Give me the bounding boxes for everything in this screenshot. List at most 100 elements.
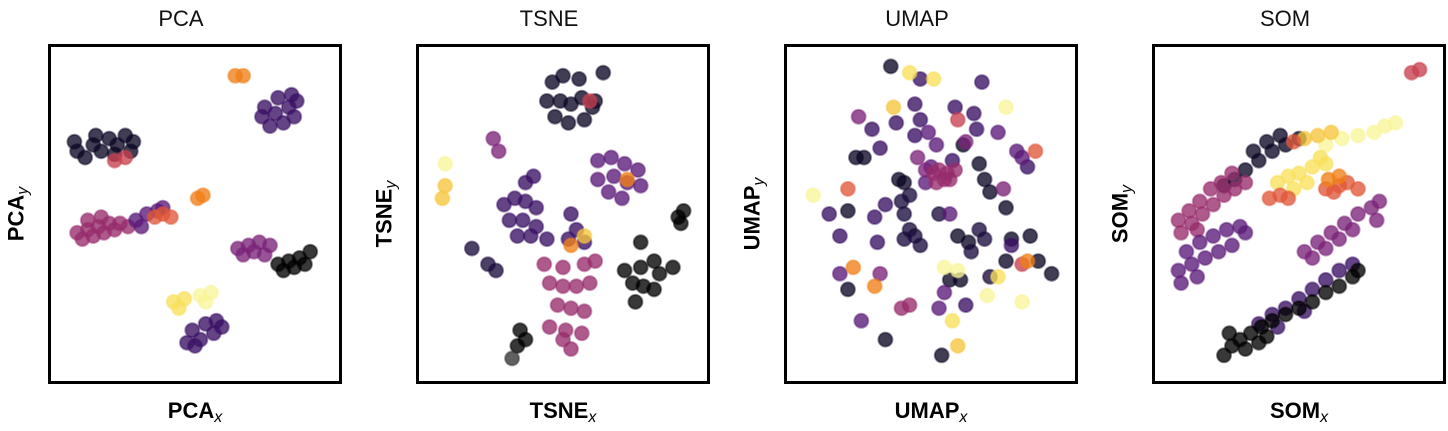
- scatter-point: [941, 206, 958, 222]
- scatter-point: [1205, 228, 1222, 244]
- scatter-point: [995, 180, 1012, 197]
- plot-area: [48, 44, 342, 384]
- scatter-point: [1299, 174, 1315, 191]
- scatter-point: [853, 312, 870, 329]
- scatter-point: [1183, 256, 1200, 273]
- scatter-point: [267, 105, 284, 122]
- scatter-point: [1022, 228, 1039, 244]
- scatter-point: [501, 212, 518, 229]
- scatter-point: [547, 108, 563, 125]
- scatter-svg: [66, 67, 319, 354]
- scatter-point: [563, 206, 579, 222]
- scatter-point: [270, 89, 287, 106]
- scatter-point: [1202, 180, 1219, 197]
- scatter-point: [1291, 165, 1307, 182]
- scatter-point: [1317, 155, 1334, 172]
- scatter-point: [235, 67, 252, 84]
- scatter-point: [1191, 234, 1208, 251]
- scatter-point: [1304, 158, 1321, 175]
- scatter-point: [605, 168, 622, 185]
- scatter-point: [434, 190, 451, 207]
- x-axis-label-main: UMAP: [894, 398, 960, 423]
- scatter-point: [488, 262, 504, 279]
- scatter-point: [1218, 221, 1235, 238]
- scatter-point: [882, 58, 899, 75]
- scatter-point: [1350, 262, 1366, 279]
- scatter-point: [581, 93, 598, 109]
- scatter-point: [957, 297, 974, 314]
- scatter-point: [1280, 190, 1297, 207]
- scatter-point: [1226, 180, 1243, 197]
- scatter-point: [963, 243, 980, 260]
- y-axis-label: UMAPy: [740, 178, 769, 251]
- scatter-point: [949, 337, 966, 354]
- scatter-point: [576, 228, 593, 244]
- scatter-point: [302, 243, 319, 260]
- x-axis-label-main: TSNE: [529, 398, 589, 423]
- scatter-point: [928, 136, 945, 153]
- scatter-point: [888, 114, 905, 131]
- scatter-point: [839, 180, 856, 197]
- scatter-point: [990, 268, 1006, 285]
- scatter-point: [866, 209, 883, 226]
- scatter-point: [1181, 202, 1198, 219]
- scatter-point: [536, 256, 553, 273]
- scatter-point: [528, 199, 545, 216]
- scatter-point: [901, 297, 918, 314]
- scatter-point: [184, 322, 201, 339]
- scatter-point: [187, 337, 203, 354]
- scatter-point: [1213, 174, 1230, 191]
- scatter-point: [576, 111, 593, 128]
- scatter-point: [1331, 168, 1348, 185]
- y-axis-label: SOMy: [1108, 185, 1137, 243]
- scatter-point: [664, 259, 681, 276]
- y-axis-label-main: SOM: [1107, 192, 1133, 244]
- scatter-point: [998, 99, 1014, 116]
- scatter-point: [1317, 136, 1334, 153]
- scatter-point: [896, 174, 913, 191]
- scatter-point: [1224, 165, 1240, 182]
- scatter-point: [538, 231, 555, 248]
- scatter-point: [614, 190, 630, 207]
- scatter-point: [821, 206, 838, 222]
- x-axis-label-subscript: x: [588, 409, 597, 426]
- scatter-point: [990, 124, 1006, 141]
- y-axis-label-subscript: y: [750, 177, 768, 186]
- scatter-point: [906, 127, 923, 144]
- scatter-point: [571, 71, 588, 87]
- scatter-point: [968, 121, 985, 138]
- scatter-point: [522, 228, 539, 244]
- scatter-point: [1344, 221, 1361, 238]
- scatter-point: [437, 155, 454, 172]
- scatter-point: [906, 96, 923, 113]
- scatter-svg: [805, 58, 1060, 364]
- scatter-point: [286, 108, 303, 125]
- scatter-point: [885, 99, 902, 116]
- scatter-point: [909, 149, 926, 166]
- chart-title: PCA: [158, 6, 204, 31]
- scatter-point: [133, 218, 150, 235]
- scatter-point: [603, 149, 620, 166]
- scatter-point: [1170, 262, 1187, 279]
- scatter-point: [170, 300, 187, 317]
- scatter-point: [563, 96, 579, 113]
- scatter-point: [931, 300, 947, 317]
- x-axis-label-subscript: x: [959, 409, 968, 426]
- scatter-point: [947, 99, 964, 116]
- scatter-point: [79, 212, 96, 229]
- scatter-point: [555, 67, 571, 84]
- scatter-point: [869, 234, 886, 251]
- scatter-point: [1191, 193, 1208, 210]
- scatter-point: [1309, 127, 1326, 144]
- scatter-point: [672, 215, 689, 232]
- scatter-point: [998, 199, 1014, 216]
- scatter-point: [1221, 325, 1238, 342]
- y-axis-label: TSNEy: [372, 181, 401, 248]
- scatter-point: [538, 93, 555, 109]
- y-axis-label-main: TSNE: [371, 188, 397, 248]
- scatter-point: [195, 187, 211, 204]
- scatter-point: [93, 209, 110, 226]
- scatter-point: [1014, 293, 1031, 310]
- scatter-point: [619, 171, 636, 188]
- scatter-point: [906, 228, 923, 244]
